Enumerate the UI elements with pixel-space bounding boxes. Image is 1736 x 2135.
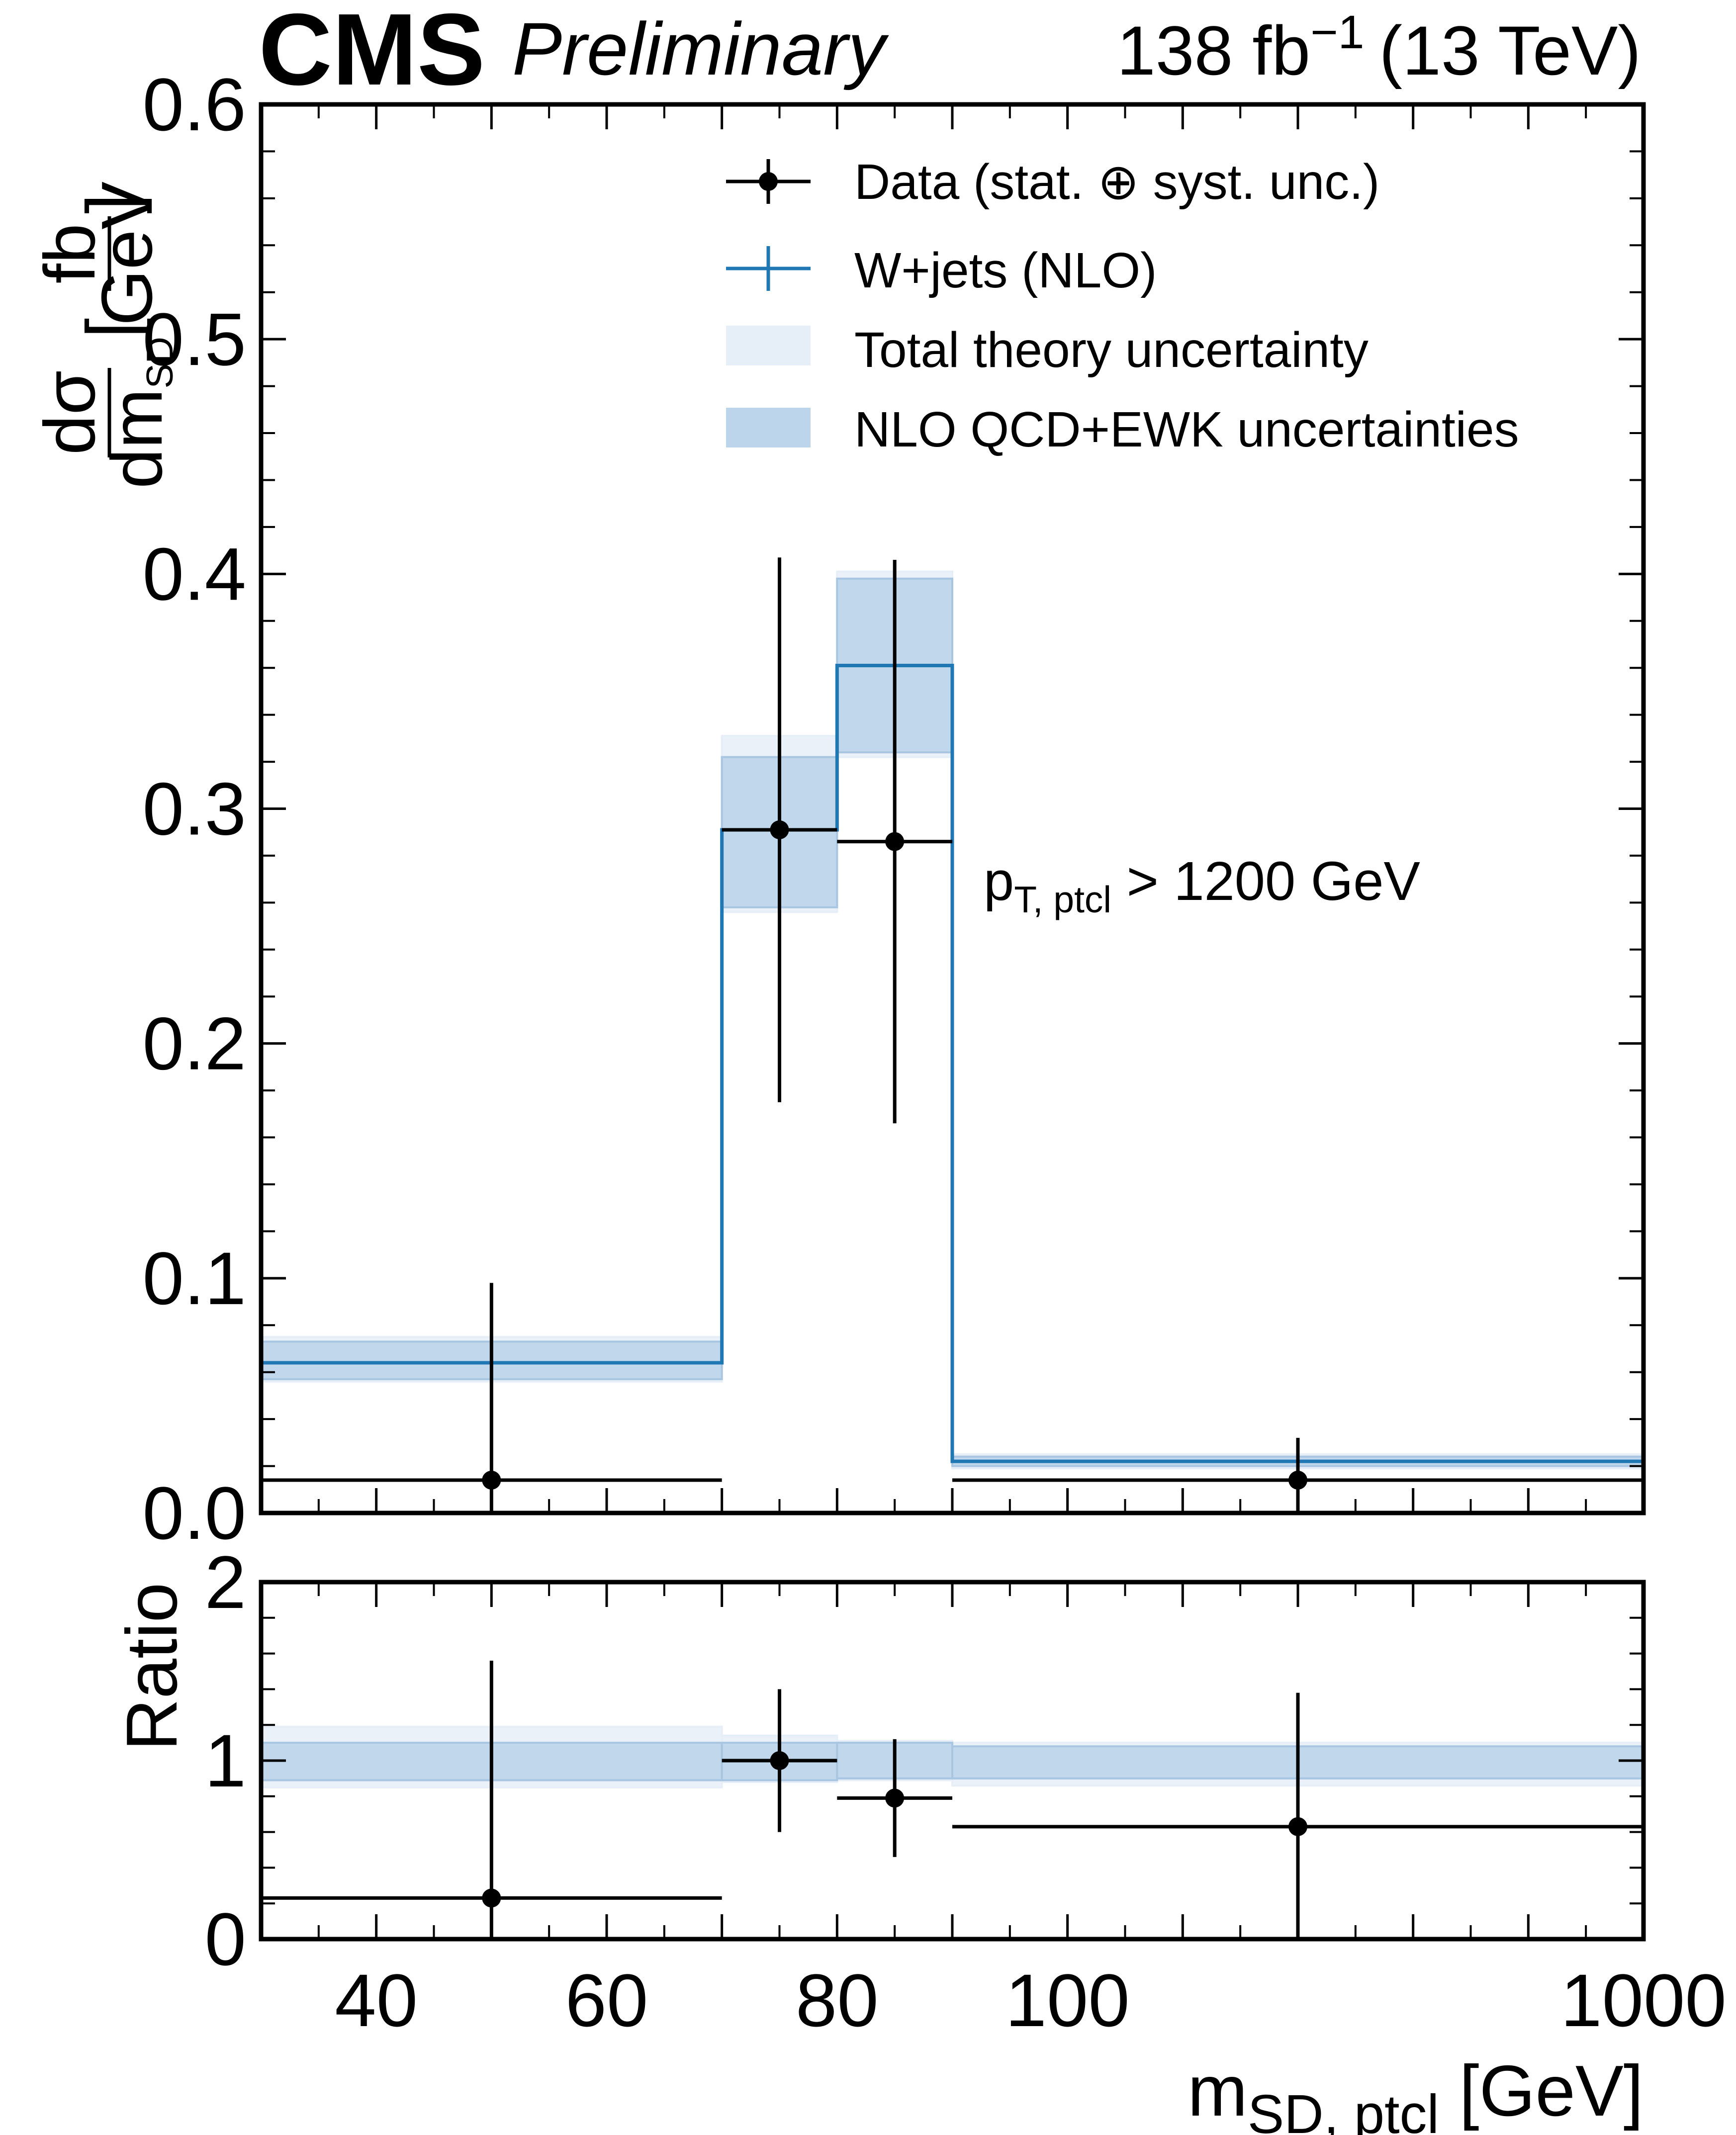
main-ytick-label-4: 0.4 — [142, 532, 246, 616]
main-ytick-label-6: 0.6 — [142, 63, 246, 146]
ratio-data-marker-3 — [1288, 1817, 1307, 1836]
ylabel-denominator: dmSD — [96, 337, 181, 489]
ratio-data-point-3 — [952, 1692, 1644, 1939]
legend-entry-data: Data (stat. ⊕ syst. unc.) — [726, 154, 1379, 210]
main-ytick-label-5: 0.5 — [142, 297, 246, 381]
main-data-point-2 — [837, 560, 952, 1124]
ratio-data-marker-2 — [885, 1788, 905, 1808]
legend-nlo-swatch — [726, 408, 811, 447]
prediction-step-line — [261, 663, 1644, 1463]
main-data-point-0 — [261, 1283, 722, 1513]
ratio-bands — [260, 1725, 1645, 1788]
main-data-marker-1 — [770, 820, 789, 839]
main-data-marker-0 — [482, 1470, 501, 1490]
lumi-value: 138 fb — [1117, 11, 1310, 89]
xtick-label-0: 40 — [335, 1958, 418, 2042]
main-data-points — [261, 557, 1644, 1513]
ratio-data-point-2 — [837, 1739, 952, 1857]
legend-entry-prediction: W+jets (NLO) — [726, 243, 1157, 298]
main-frame — [259, 102, 1646, 1515]
legend-label-total-theory: Total theory uncertainty — [854, 322, 1369, 378]
legend-data-marker — [759, 172, 778, 191]
xtick-label-1: 60 — [565, 1958, 648, 2042]
main-data-marker-2 — [885, 832, 905, 851]
legend-entry-total-theory: Total theory uncertainty — [726, 322, 1369, 378]
main-ytick-label-3: 0.3 — [142, 767, 246, 851]
main-panel: 0.0 0.1 0.2 0.3 0.4 0.5 0.6 — [142, 63, 1646, 1555]
ratio-frame — [259, 1580, 1646, 1942]
main-ytick-label-0: 0.0 — [142, 1471, 246, 1555]
pt-cut-annotation: pT, ptcl > 1200 GeV — [984, 851, 1420, 920]
xtick-label-4: 1000 — [1560, 1958, 1727, 2042]
ratio-y-axis-label: Ratio — [111, 1583, 192, 1751]
ylabel-unit-numerator: fb — [29, 224, 110, 284]
ratio-data-point-0 — [261, 1660, 722, 1939]
legend-label-prediction: W+jets (NLO) — [854, 243, 1157, 298]
main-ytick-label-2: 0.2 — [142, 1002, 246, 1085]
ratio-ytick-label-1: 1 — [205, 1719, 246, 1802]
ratio-ytick-label-0: 0 — [205, 1897, 246, 1981]
energy-value: (13 TeV) — [1379, 11, 1641, 89]
x-axis-label: mSD, ptcl [GeV] — [1188, 2050, 1644, 2135]
ylabel-bracket-close: ] — [72, 194, 152, 214]
ylabel-bracket-open: [ — [72, 318, 152, 338]
legend-label-nlo: NLO QCD+EWK uncertainties — [854, 402, 1519, 457]
ratio-data-points — [261, 1660, 1644, 1939]
xtick-label-3: 100 — [1005, 1958, 1130, 2042]
lumi-label: 138 fb−1 (13 TeV) — [1117, 6, 1641, 89]
ratio-panel: 0 1 2 40 60 80 100 1000 — [205, 1540, 1727, 2042]
legend: Data (stat. ⊕ syst. unc.) W+jets (NLO) T… — [726, 154, 1519, 457]
ylabel-unit-denominator: GeV — [87, 181, 167, 326]
ylabel-numerator: dσ — [29, 370, 110, 455]
main-prediction — [261, 663, 1644, 1463]
legend-total-theory-swatch — [726, 326, 811, 365]
legend-label-data: Data (stat. ⊕ syst. unc.) — [854, 154, 1379, 210]
main-ticks: 0.0 0.1 0.2 0.3 0.4 0.5 0.6 — [142, 63, 1645, 1555]
legend-entry-nlo: NLO QCD+EWK uncertainties — [726, 402, 1519, 457]
main-data-point-1 — [722, 557, 837, 1102]
ratio-data-marker-0 — [482, 1888, 501, 1908]
ratio-data-marker-1 — [770, 1751, 789, 1770]
lumi-exponent: −1 — [1310, 6, 1364, 59]
main-y-axis-label: dσ dmSD [ fb GeV ] — [29, 181, 181, 489]
experiment-label: CMS — [259, 0, 485, 106]
ratio-ytick-label-2: 2 — [205, 1540, 246, 1624]
status-label: Preliminary — [512, 7, 889, 90]
main-ytick-label-1: 0.1 — [142, 1237, 246, 1320]
ratio-data-point-1 — [722, 1689, 837, 1832]
xtick-label-2: 80 — [796, 1958, 879, 2042]
ratio-ticks: 0 1 2 40 60 80 100 1000 — [205, 1540, 1727, 2042]
main-data-marker-3 — [1288, 1470, 1307, 1490]
